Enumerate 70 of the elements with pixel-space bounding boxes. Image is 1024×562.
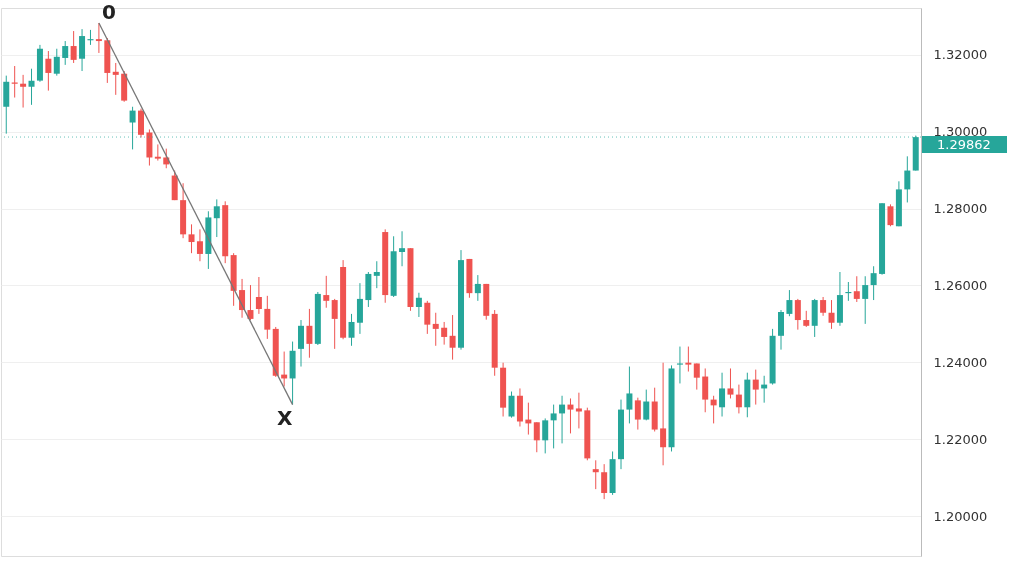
y-tick-label: 1.24000 [933, 354, 988, 370]
candlestick [626, 366, 633, 424]
candlestick [794, 298, 801, 331]
candlestick [474, 274, 481, 302]
candlestick [634, 397, 641, 431]
candlestick [828, 299, 835, 330]
y-tick-label: 1.32000 [933, 47, 988, 63]
candlestick [870, 265, 877, 301]
candlestick [373, 260, 380, 289]
candlestick [735, 384, 742, 414]
candlestick [719, 372, 726, 417]
candlestick [53, 48, 60, 77]
candlestick [188, 223, 195, 254]
candlestick [592, 459, 599, 490]
y-tick-label: 1.30000 [933, 124, 988, 140]
candlestick [356, 282, 363, 335]
candlestick [399, 230, 406, 267]
candlestick [676, 346, 683, 384]
candlestick [298, 319, 304, 368]
candlestick [550, 404, 557, 449]
candlestick [693, 362, 700, 391]
y-tick-label: 1.28000 [933, 201, 988, 217]
candlestick [154, 143, 161, 162]
candlestick [904, 155, 911, 203]
candlestick [28, 68, 35, 106]
candlestick [112, 62, 119, 96]
candlestick [331, 298, 338, 350]
candlestick [62, 40, 69, 66]
candlestick [820, 296, 827, 317]
candlestick [213, 198, 220, 238]
candlestick [306, 308, 313, 359]
candlestick [853, 275, 860, 303]
candlestick [702, 367, 709, 413]
candlestick [424, 300, 431, 335]
candlestick [264, 295, 271, 340]
candlestick [575, 392, 582, 429]
candlestick [79, 28, 86, 72]
candlestick [323, 275, 330, 309]
candlestick [542, 417, 549, 454]
candlestick [533, 421, 540, 453]
y-tick-label: 1.26000 [933, 277, 988, 293]
y-tick-label: 1.22000 [933, 431, 988, 447]
candlestick [196, 228, 203, 262]
candlestick [752, 369, 759, 406]
candlestick [660, 362, 667, 466]
candlestick [348, 313, 355, 347]
candlestick [643, 389, 650, 421]
y-tick-label: 1.20000 [933, 508, 988, 524]
candlestick [255, 276, 262, 315]
candlestick [601, 463, 608, 500]
annotation: 0 [101, 0, 116, 24]
candlestick [95, 22, 102, 54]
ref-line-label: 1.29862 [937, 137, 991, 153]
candlestick [887, 203, 894, 227]
annotation: X [276, 405, 293, 430]
candlestick [415, 292, 422, 318]
candlestick [727, 367, 734, 399]
candlestick [559, 395, 566, 444]
candlestick [441, 321, 448, 346]
candlestick [432, 312, 439, 347]
candlestick [508, 391, 515, 419]
candlestick [862, 275, 869, 325]
candlestick [20, 74, 27, 109]
candlestick [567, 397, 574, 434]
candlestick [449, 314, 456, 361]
candlestick [778, 309, 784, 351]
candlestick [685, 346, 692, 373]
candlestick [786, 289, 793, 317]
candlestick [70, 30, 77, 64]
candlestick [45, 50, 52, 92]
